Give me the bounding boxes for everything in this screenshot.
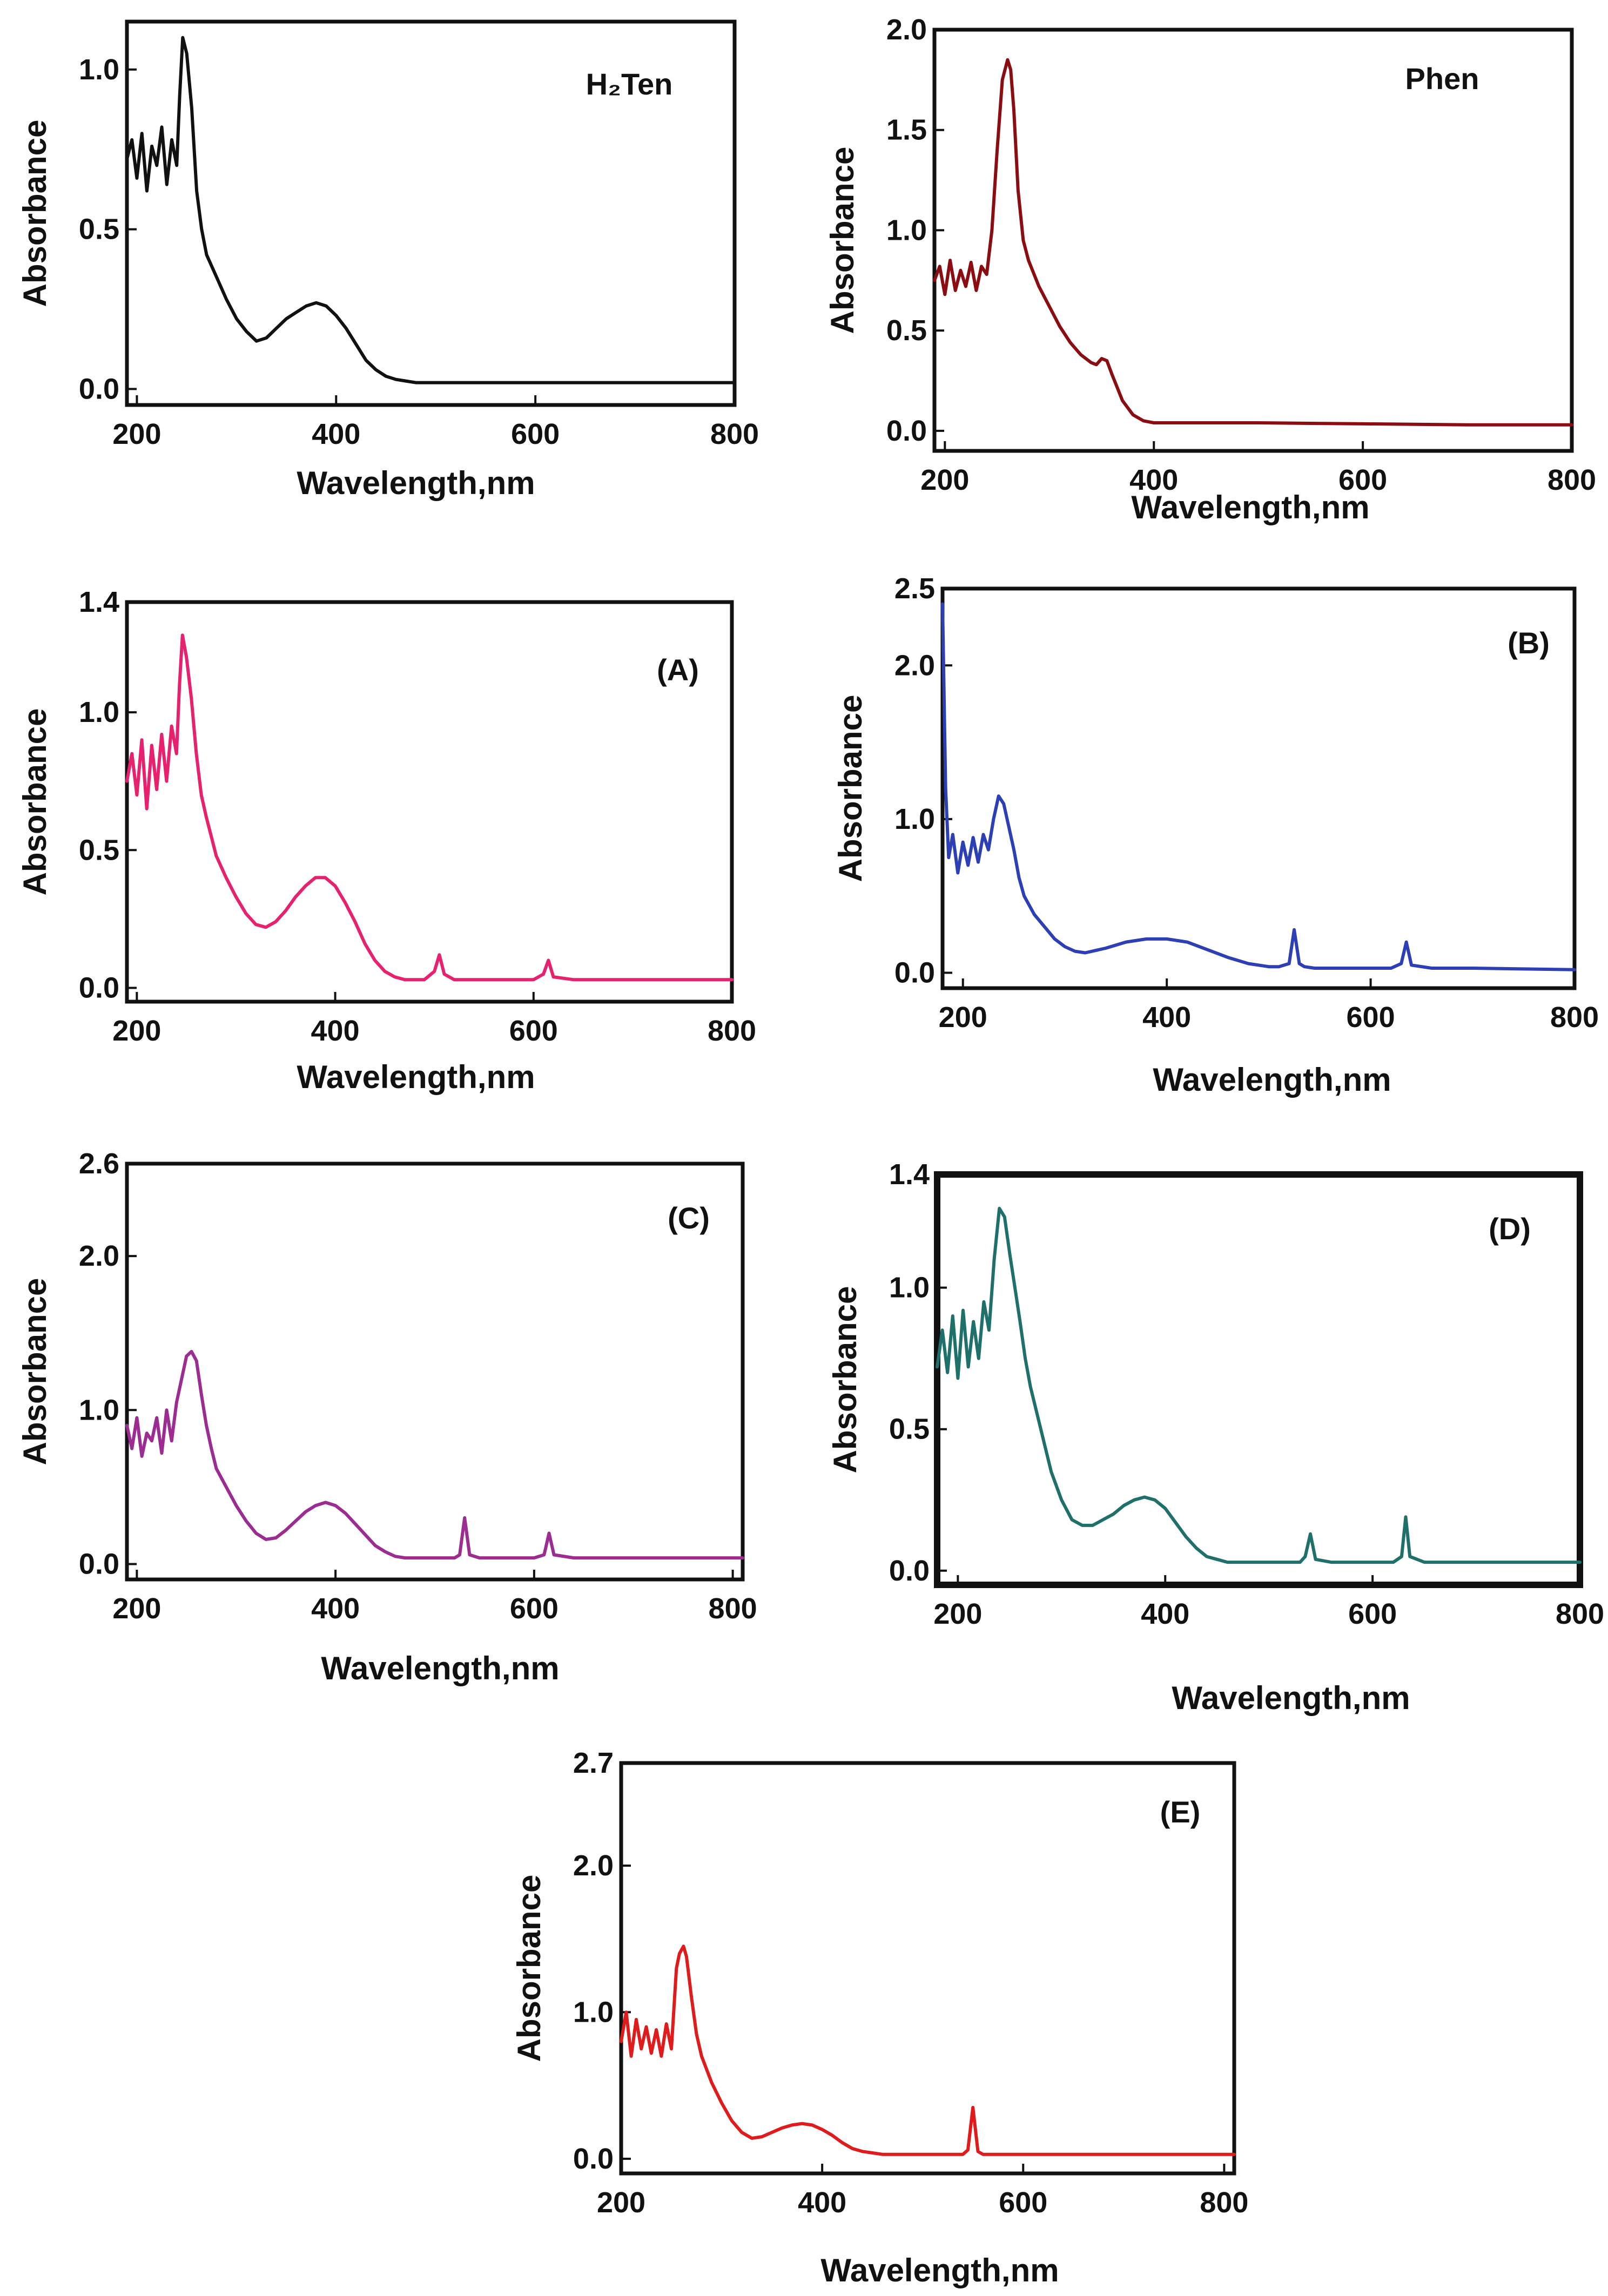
spectrum-line [125, 1349, 744, 1560]
plot-frame [125, 19, 737, 407]
x-tick-label: 400 [1129, 464, 1178, 496]
y-tick-label: 0.5 [79, 834, 119, 866]
y-tick-label: 1.0 [889, 1272, 930, 1304]
x-tick-label: 600 [509, 1015, 558, 1047]
y-tick-label: 0.5 [889, 1413, 930, 1446]
y-tick-label: 2.6 [79, 1147, 119, 1180]
y-axis-title: Absorbance [824, 147, 860, 334]
y-tick-label: 1.0 [79, 53, 119, 86]
y-tick-label: 0.0 [79, 1548, 119, 1580]
y-axis-title: Absorbance [827, 1286, 863, 1474]
y-tick-label: 1.5 [886, 114, 927, 146]
chart-panel-5: 200 400 600 800 0.0 0.5 1.0 1.4 Wavelength,nm Abs… [827, 1158, 1604, 1716]
x-tick-label: 600 [511, 418, 560, 450]
panel-label: (C) [668, 1201, 710, 1235]
x-tick-label: 600 [510, 1592, 559, 1625]
y-tick-label: 0.0 [894, 957, 935, 989]
chart-panel-3: 200 400 600 800 0.0 1.0 2.0 2.5 Wavelength,nm Abs… [832, 572, 1599, 1098]
y-axis-title: Absorbance [17, 120, 53, 307]
x-tick-label: 400 [798, 2186, 846, 2219]
y-tick-label: 1.4 [79, 586, 119, 618]
x-tick-label: 200 [939, 1001, 987, 1034]
plot-frame [932, 28, 1574, 453]
panel-label: H₂Ten [586, 67, 673, 101]
x-tick-label: 600 [1348, 1598, 1397, 1630]
y-tick-label: 1.0 [894, 803, 935, 835]
x-tick-label: 200 [597, 2186, 645, 2219]
y-tick-label: 2.0 [886, 13, 927, 46]
y-tick-label: 1.0 [79, 1394, 119, 1426]
y-axis-title: Absorbance [17, 1278, 53, 1466]
y-tick-label: 1.0 [886, 214, 927, 246]
x-tick-label: 600 [1347, 1001, 1395, 1034]
y-tick-label: 2.0 [894, 649, 935, 681]
x-tick-label: 800 [710, 418, 759, 450]
y-tick-label: 0.0 [79, 373, 119, 405]
x-tick-label: 200 [112, 1015, 161, 1047]
x-tick-label: 800 [1556, 1598, 1604, 1630]
x-axis-title: Wavelength,nm [1131, 489, 1369, 525]
x-tick-label: 600 [999, 2186, 1047, 2219]
y-tick-label: 2.5 [894, 572, 935, 605]
chart-panel-6: 200 400 600 800 0.0 1.0 2.0 2.7 Wavelength,nm Abs… [511, 1747, 1248, 2288]
y-tick-label: 2.0 [79, 1240, 119, 1272]
spectrum-line [936, 1206, 1582, 1564]
x-tick-label: 800 [708, 1015, 756, 1047]
plot-frame [934, 1171, 1583, 1588]
y-tick-label: 1.0 [573, 1996, 614, 2028]
x-axis-title: Wavelength,nm [820, 2252, 1059, 2288]
x-tick-label: 400 [1142, 1001, 1191, 1034]
chart-panel-0: 200 400 600 800 0.0 0.5 1.0 Wavelength,nm Absorb… [17, 19, 759, 501]
chart-panel-1: 200 400 600 800 0.0 0.5 1.0 1.5 2.0 Wavelength,nm… [824, 13, 1596, 525]
panel-label: (B) [1508, 626, 1550, 660]
y-tick-label: 0.0 [79, 971, 119, 1004]
y-axis-title: Absorbance [511, 1875, 547, 2062]
x-tick-label: 200 [112, 1592, 161, 1625]
panel-label: Phen [1405, 62, 1479, 96]
panel-label: (D) [1489, 1212, 1531, 1246]
plot-frame [619, 1761, 1236, 2176]
x-tick-label: 800 [1548, 464, 1596, 496]
x-axis-title: Wavelength,nm [1172, 1680, 1410, 1716]
x-tick-label: 800 [1550, 1001, 1599, 1034]
plot-frame [125, 600, 734, 1004]
panel-label: (E) [1160, 1795, 1201, 1829]
x-tick-label: 400 [312, 418, 360, 450]
spectrum-line [125, 633, 734, 982]
x-axis-title: Wavelength,nm [297, 1059, 535, 1095]
x-tick-label: 200 [933, 1598, 982, 1630]
panel-label: (A) [657, 653, 699, 687]
chart-panel-4: 200 400 600 800 0.0 1.0 2.0 2.6 Wavelength,nm Abs… [17, 1147, 757, 1686]
y-tick-label: 1.0 [79, 696, 119, 728]
x-tick-label: 800 [709, 1592, 757, 1625]
x-axis-title: Wavelength,nm [1153, 1062, 1391, 1098]
spectrum-line [941, 602, 1576, 971]
x-axis-title: Wavelength,nm [297, 465, 535, 501]
x-tick-label: 200 [112, 418, 161, 450]
y-axis-title: Absorbance [17, 708, 53, 896]
y-tick-label: 2.0 [573, 1849, 614, 1882]
x-tick-label: 400 [311, 1015, 360, 1047]
plot-frame [940, 586, 1577, 990]
x-tick-label: 400 [1141, 1598, 1189, 1630]
y-tick-label: 2.7 [573, 1747, 614, 1779]
chart-panel-2: 200 400 600 800 0.0 0.5 1.0 1.4 Wavelength,nm Abs… [17, 586, 756, 1095]
x-tick-label: 600 [1338, 464, 1387, 496]
y-tick-label: 0.0 [886, 415, 927, 447]
x-axis-title: Wavelength,nm [321, 1650, 559, 1686]
spectrum-line [933, 58, 1573, 427]
y-tick-label: 0.5 [886, 314, 927, 347]
y-tick-label: 0.0 [889, 1555, 930, 1587]
y-tick-label: 1.4 [889, 1158, 930, 1191]
x-tick-label: 200 [920, 464, 969, 496]
x-tick-label: 800 [1200, 2186, 1248, 2219]
y-tick-label: 0.0 [573, 2143, 614, 2175]
spectrum-line [125, 36, 736, 384]
y-tick-label: 0.5 [79, 213, 119, 246]
x-tick-label: 400 [311, 1592, 360, 1625]
y-axis-title: Absorbance [832, 695, 869, 882]
spectrum-line [620, 1944, 1236, 2156]
plot-frame [125, 1161, 745, 1582]
